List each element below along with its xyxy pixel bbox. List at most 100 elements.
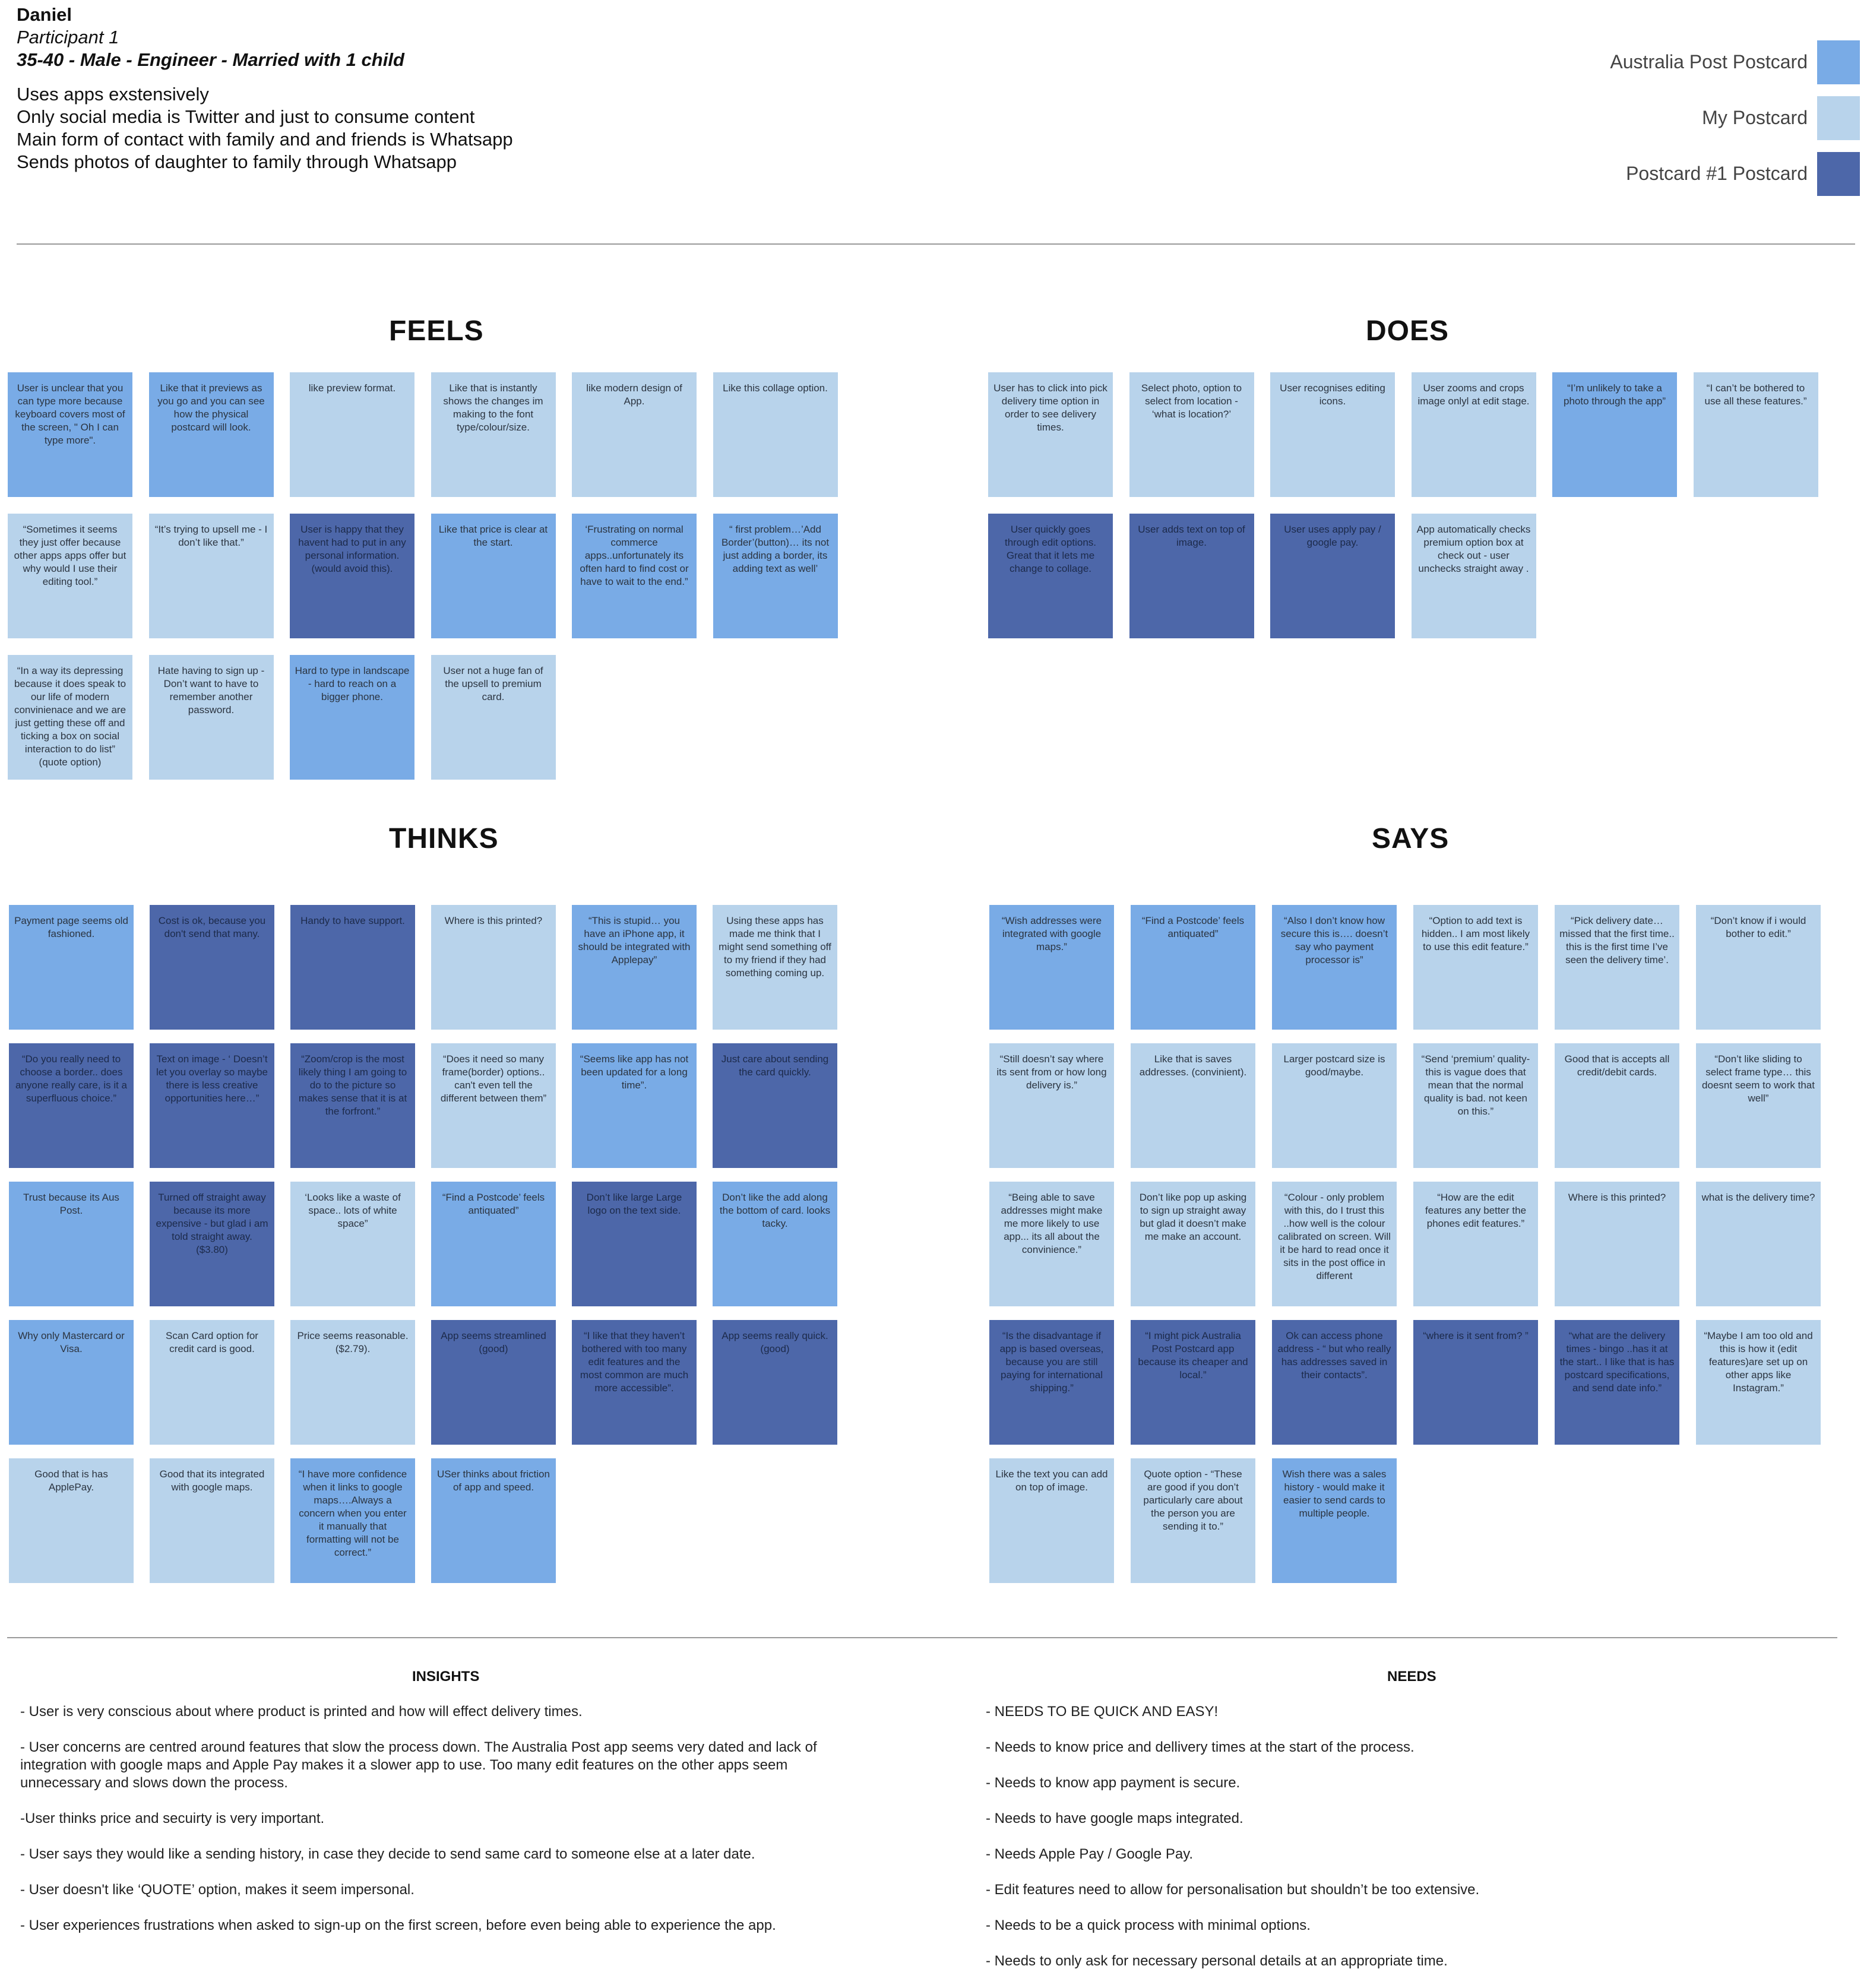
says-note: Good that is accepts all credit/debit ca…: [1555, 1043, 1679, 1168]
says-note: “Pick delivery date… missed that the fir…: [1555, 905, 1679, 1030]
legend-swatch: [1817, 152, 1860, 196]
thinks-note: Why only Mastercard or Visa.: [9, 1320, 134, 1445]
insight-item: - User concerns are centred around featu…: [20, 1739, 817, 1791]
feels-note: User is happy that they havent had to pu…: [290, 514, 414, 638]
participant-note: Uses apps exstensively: [17, 84, 209, 105]
participant-name: Daniel: [17, 4, 72, 25]
thinks-note: Handy to have support.: [290, 905, 415, 1030]
insight-item: - User doesn't like ‘QUOTE’ option, make…: [20, 1882, 414, 1898]
header-divider: [17, 243, 1855, 245]
legend-swatch: [1817, 40, 1860, 84]
thinks-note: “I like that they haven’t bothered with …: [572, 1320, 697, 1445]
legend-item-postcard-1: Postcard #1 Postcard: [1511, 152, 1867, 197]
need-item: - NEEDS TO BE QUICK AND EASY!: [986, 1704, 1219, 1720]
thinks-note: Price seems reasonable. ($2.79).: [290, 1320, 415, 1445]
says-note: “Send ‘premium’ quality- this is vague d…: [1413, 1043, 1538, 1168]
says-note: “Maybe I am too old and this is how it (…: [1696, 1320, 1821, 1445]
feels-note: Hate having to sign up - Don’t want to h…: [148, 655, 274, 780]
participant-notes: Uses apps exstensively Only social media…: [17, 83, 513, 173]
says-note: Wish there was a sales history - would m…: [1272, 1458, 1397, 1583]
feels-note: Like that is instantly shows the changes…: [431, 372, 556, 497]
does-note: User zooms and crops image onlyl at edit…: [1411, 372, 1536, 497]
does-note: “I’m unlikely to take a photo through th…: [1552, 372, 1677, 497]
need-item: - Needs to have google maps integrated.: [986, 1810, 1243, 1826]
says-note: “Option to add text is hidden.. I am mos…: [1413, 905, 1538, 1030]
needs-list: - NEEDS TO BE QUICK AND EASY! - Needs to…: [986, 1703, 1829, 1988]
participant-note: Main form of contact with family and and…: [17, 129, 513, 150]
participant-note: Only social media is Twitter and just to…: [17, 106, 475, 127]
feels-note: Like this collage option.: [713, 372, 838, 497]
legend-swatch: [1817, 96, 1860, 140]
need-item: - Needs to know app payment is secure.: [986, 1775, 1241, 1791]
says-note: “Is the disadvantage if app is based ove…: [989, 1320, 1114, 1445]
thinks-title: THINKS: [389, 823, 499, 854]
participant-demographics: 35-40 - Male - Engineer - Married with 1…: [17, 49, 404, 70]
feels-note: Like that it previews as you go and you …: [148, 372, 274, 497]
feels-title: FEELS: [389, 315, 484, 347]
participant-number: Participant 1: [17, 27, 119, 48]
thinks-note: Don’t like large Large logo on the text …: [572, 1182, 697, 1306]
does-note: Select photo, option to select from loca…: [1129, 372, 1254, 497]
says-title: SAYS: [1372, 823, 1450, 854]
says-note: “Don’t know if i would bother to edit.”: [1696, 905, 1821, 1030]
says-note: “Still doesn’t say where its sent from o…: [989, 1043, 1114, 1168]
legend-label: Australia Post Postcard: [1610, 51, 1808, 72]
thinks-note: “Find a Postcode’ feels antiquated”: [431, 1182, 556, 1306]
says-note: “I might pick Australia Post Postcard ap…: [1131, 1320, 1255, 1445]
thinks-note: Scan Card option for credit card is good…: [150, 1320, 274, 1445]
says-note: “what are the delivery times - bingo ..h…: [1555, 1320, 1679, 1445]
says-note: Like the text you can add on top of imag…: [989, 1458, 1114, 1583]
does-title: DOES: [1366, 315, 1450, 347]
bottom-divider: [7, 1637, 1837, 1638]
need-item: - Needs to only ask for necessary person…: [986, 1953, 1448, 1969]
legend-item-australia-post: Australia Post Postcard: [1511, 40, 1867, 86]
feels-note: like preview format.: [290, 372, 414, 497]
thinks-note: “Does it need so many frame(border) opti…: [431, 1043, 556, 1168]
feels-note: “ first problem…’Add Border’(button)… it…: [713, 514, 838, 638]
says-note: “Don’t like sliding to select frame type…: [1696, 1043, 1821, 1168]
says-note: “where is it sent from? ”: [1413, 1320, 1538, 1445]
thinks-note: Cost is ok, because you don't send that …: [150, 905, 274, 1030]
does-note: User uses apply pay / google pay.: [1270, 514, 1395, 638]
participant-info: Daniel Participant 1 35-40 - Male - Engi…: [17, 4, 513, 173]
thinks-note: Using these apps has made me think that …: [713, 905, 837, 1030]
says-note: Larger postcard size is good/maybe.: [1272, 1043, 1397, 1168]
insight-item: - User says they would like a sending hi…: [20, 1846, 755, 1862]
thinks-note: Good that its integrated with google map…: [150, 1458, 274, 1583]
says-note: Ok can access phone address - “ but who …: [1272, 1320, 1397, 1445]
says-note: “Colour - only problem with this, do I t…: [1272, 1182, 1397, 1306]
thinks-note: Trust because its Aus Post.: [9, 1182, 134, 1306]
legend-item-my-postcard: My Postcard: [1511, 96, 1867, 141]
does-note: User quickly goes through edit options. …: [988, 514, 1113, 638]
thinks-note: App seems really quick. (good): [713, 1320, 837, 1445]
insight-item: -User thinks price and secuirty is very …: [20, 1810, 325, 1826]
feels-note: “Sometimes it seems they just offer beca…: [8, 514, 132, 638]
thinks-note: Turned off straight away because its mor…: [150, 1182, 274, 1306]
feels-note: User is unclear that you can type more b…: [8, 372, 132, 497]
need-item: - Needs to be a quick process with minim…: [986, 1917, 1311, 1933]
legend-label: My Postcard: [1702, 107, 1808, 128]
says-note: Where is this printed?: [1555, 1182, 1679, 1306]
says-note: “Wish addresses were integrated with goo…: [989, 905, 1114, 1030]
participant-note: Sends photos of daughter to family throu…: [17, 151, 457, 172]
feels-note: like modern design of App.: [572, 372, 697, 497]
thinks-note: Good that is has ApplePay.: [9, 1458, 134, 1583]
does-note: User recognises editing icons.: [1270, 372, 1395, 497]
does-note: “I can’t be bothered to use all these fe…: [1693, 372, 1818, 497]
insight-item: - User experiences frustrations when ask…: [20, 1917, 776, 1933]
thinks-note: “Zoom/crop is the most likely thing I am…: [290, 1043, 415, 1168]
says-note: Quote option - “These are good if you do…: [1131, 1458, 1255, 1583]
thinks-note: ‘Looks like a waste of space.. lots of w…: [290, 1182, 415, 1306]
says-note: “Also I don’t know how secure this is…. …: [1272, 905, 1397, 1030]
says-note: Don’t like pop up asking to sign up stra…: [1131, 1182, 1255, 1306]
legend-label: Postcard #1 Postcard: [1626, 163, 1808, 184]
need-item: - Edit features need to allow for person…: [986, 1882, 1480, 1898]
feels-note: Like that price is clear at the start.: [431, 514, 556, 638]
says-note: “How are the edit features any better th…: [1413, 1182, 1538, 1306]
need-item: - Needs Apple Pay / Google Pay.: [986, 1846, 1194, 1862]
thinks-note: Don’t like the add along the bottom of c…: [713, 1182, 837, 1306]
thinks-note: “Do you really need to choose a border..…: [9, 1043, 134, 1168]
says-note: “Being able to save addresses might make…: [989, 1182, 1114, 1306]
need-item: - Needs to know price and dellivery time…: [986, 1739, 1415, 1755]
